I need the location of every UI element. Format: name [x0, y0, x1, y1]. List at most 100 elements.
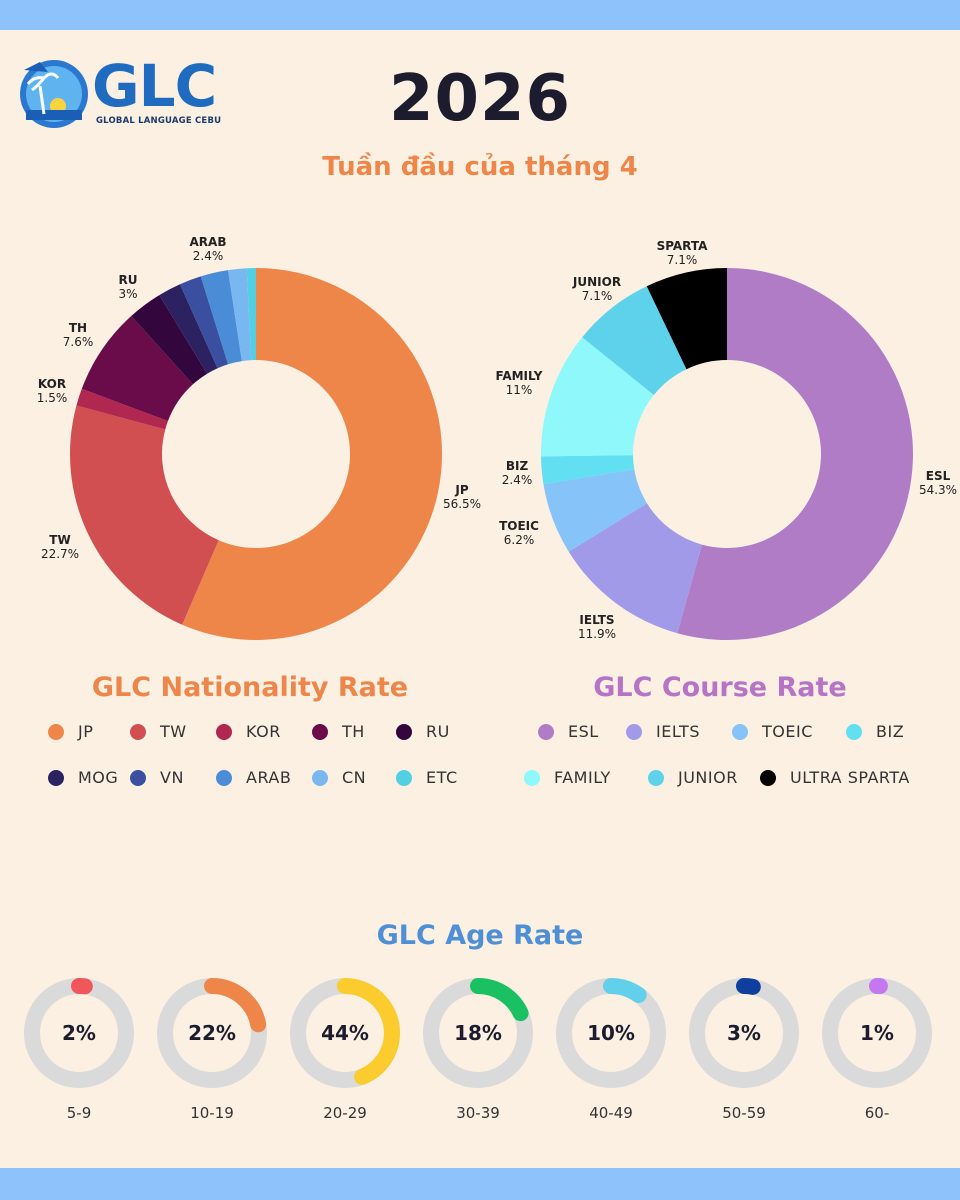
age-gauge-20-29: 44%	[290, 978, 400, 1088]
age-range-label: 5-9	[66, 1104, 92, 1122]
age-gauge-60-: 1%	[822, 978, 932, 1088]
slice-value-ielts: 11.9%	[578, 627, 616, 641]
legend-item-cn: CN	[312, 768, 366, 787]
legend-label: VN	[160, 768, 184, 787]
gauge-fill-20-29	[290, 978, 400, 1088]
glc-logo	[18, 56, 248, 130]
legend-swatch	[312, 769, 328, 786]
age-gauge-10-19: 22%	[157, 978, 267, 1088]
legend-swatch	[130, 769, 146, 786]
slice-value-esl: 54.3%	[919, 483, 957, 497]
slice-cn	[228, 268, 252, 362]
slice-label-junior: JUNIOR	[572, 275, 621, 289]
slice-ielts	[568, 503, 702, 634]
legend-swatch	[396, 723, 412, 740]
legend-swatch	[846, 723, 862, 740]
gauge-value: 22%	[188, 1021, 236, 1045]
slice-value-kor: 1.5%	[37, 391, 68, 405]
page-subtitle: Tuần đầu của tháng 4	[322, 152, 638, 182]
legend-swatch	[48, 769, 64, 786]
slice-label-tw: TW	[49, 533, 70, 547]
age-title: GLC Age Rate	[376, 920, 584, 951]
gauge-value: 2%	[62, 1021, 96, 1045]
gauge-fill-5-9	[24, 978, 134, 1088]
slice-mog	[159, 284, 218, 374]
slice-value-sparta: 7.1%	[667, 253, 698, 267]
slice-etc	[246, 268, 256, 361]
legend-swatch	[130, 723, 146, 740]
slice-value-junior: 7.1%	[582, 289, 613, 303]
slice-label-th: TH	[69, 321, 87, 335]
legend-item-mog: MOG	[48, 768, 118, 787]
legend-swatch	[312, 723, 328, 740]
legend-item-junior: JUNIOR	[648, 768, 738, 787]
slice-value-ru: 3%	[118, 287, 137, 301]
legend-swatch	[48, 723, 64, 740]
age-range-label: 20-29	[323, 1104, 367, 1122]
age-gauge-50-59: 3%	[689, 978, 799, 1088]
legend-item-biz: BIZ	[846, 722, 904, 741]
legend-label: MOG	[78, 768, 119, 787]
slice-label-biz: BIZ	[506, 459, 529, 473]
gauge-fill-40-49	[556, 978, 666, 1088]
gauge-fill-10-19	[157, 978, 267, 1088]
legend-item-esl: ESL	[538, 722, 599, 741]
legend-item-toeic: TOEIC	[732, 722, 813, 741]
slice-label-jp: JP	[454, 483, 468, 497]
gauge-fill-30-39	[423, 978, 533, 1088]
age-range-label: 30-39	[456, 1104, 500, 1122]
slice-tw	[70, 405, 219, 625]
legend-item-etc: ETC	[396, 768, 458, 787]
slice-jp	[182, 268, 442, 640]
age-gauge-30-39: 18%	[423, 978, 533, 1088]
slice-label-family: FAMILY	[496, 369, 543, 383]
legend-label: TOEIC	[762, 722, 813, 741]
age-gauge-40-49: 10%	[556, 978, 666, 1088]
bottom-band	[0, 1168, 960, 1200]
slice-arab	[200, 270, 242, 365]
gauge-value: 10%	[587, 1021, 635, 1045]
slice-junior	[582, 286, 687, 395]
slice-label-toeic: TOEIC	[499, 519, 539, 533]
legend-swatch	[538, 723, 554, 740]
legend-label: ULTRA SPARTA	[790, 768, 910, 787]
legend-label: CN	[342, 768, 367, 787]
legend-swatch	[732, 723, 748, 740]
slice-value-family: 11%	[506, 383, 533, 397]
slice-label-sparta: SPARTA	[657, 239, 709, 253]
legend-label: ESL	[568, 722, 599, 741]
legend-label: BIZ	[876, 722, 905, 741]
logo-tagline: GLOBAL LANGUAGE CEBU	[96, 116, 222, 126]
legend-item-tw: TW	[130, 722, 187, 741]
slice-label-kor: KOR	[38, 377, 66, 391]
slice-value-tw: 22.7%	[41, 547, 79, 561]
slice-biz	[541, 455, 635, 485]
gauge-fill-50-59	[689, 978, 799, 1088]
age-range-label: 10-19	[190, 1104, 234, 1122]
page-title-year: 2026	[388, 62, 572, 136]
slice-value-biz: 2.4%	[502, 473, 533, 487]
legend-swatch	[760, 769, 776, 786]
logo-wordmark: GLC	[92, 52, 217, 120]
gauge-value: 18%	[454, 1021, 502, 1045]
legend-label: IELTS	[656, 722, 700, 741]
slice-value-jp: 56.5%	[443, 497, 481, 511]
slice-th	[81, 316, 193, 422]
legend-swatch	[216, 769, 232, 786]
globe-icon	[20, 60, 88, 128]
legend-item-ielts: IELTS	[626, 722, 700, 741]
age-range-label: 50-59	[722, 1104, 766, 1122]
slice-label-esl: ESL	[926, 469, 951, 483]
legend-item-ultra-sparta: ULTRA SPARTA	[760, 768, 910, 787]
slice-label-ru: RU	[119, 273, 138, 287]
legend-item-ru: RU	[396, 722, 450, 741]
legend-swatch	[216, 723, 232, 740]
slice-esl	[677, 268, 914, 640]
slice-ru	[131, 295, 208, 385]
legend-item-arab: ARAB	[216, 768, 291, 787]
legend-swatch	[626, 723, 642, 740]
slice-value-arab: 2.4%	[193, 249, 224, 263]
age-gauge-5-9: 2%	[24, 978, 134, 1088]
